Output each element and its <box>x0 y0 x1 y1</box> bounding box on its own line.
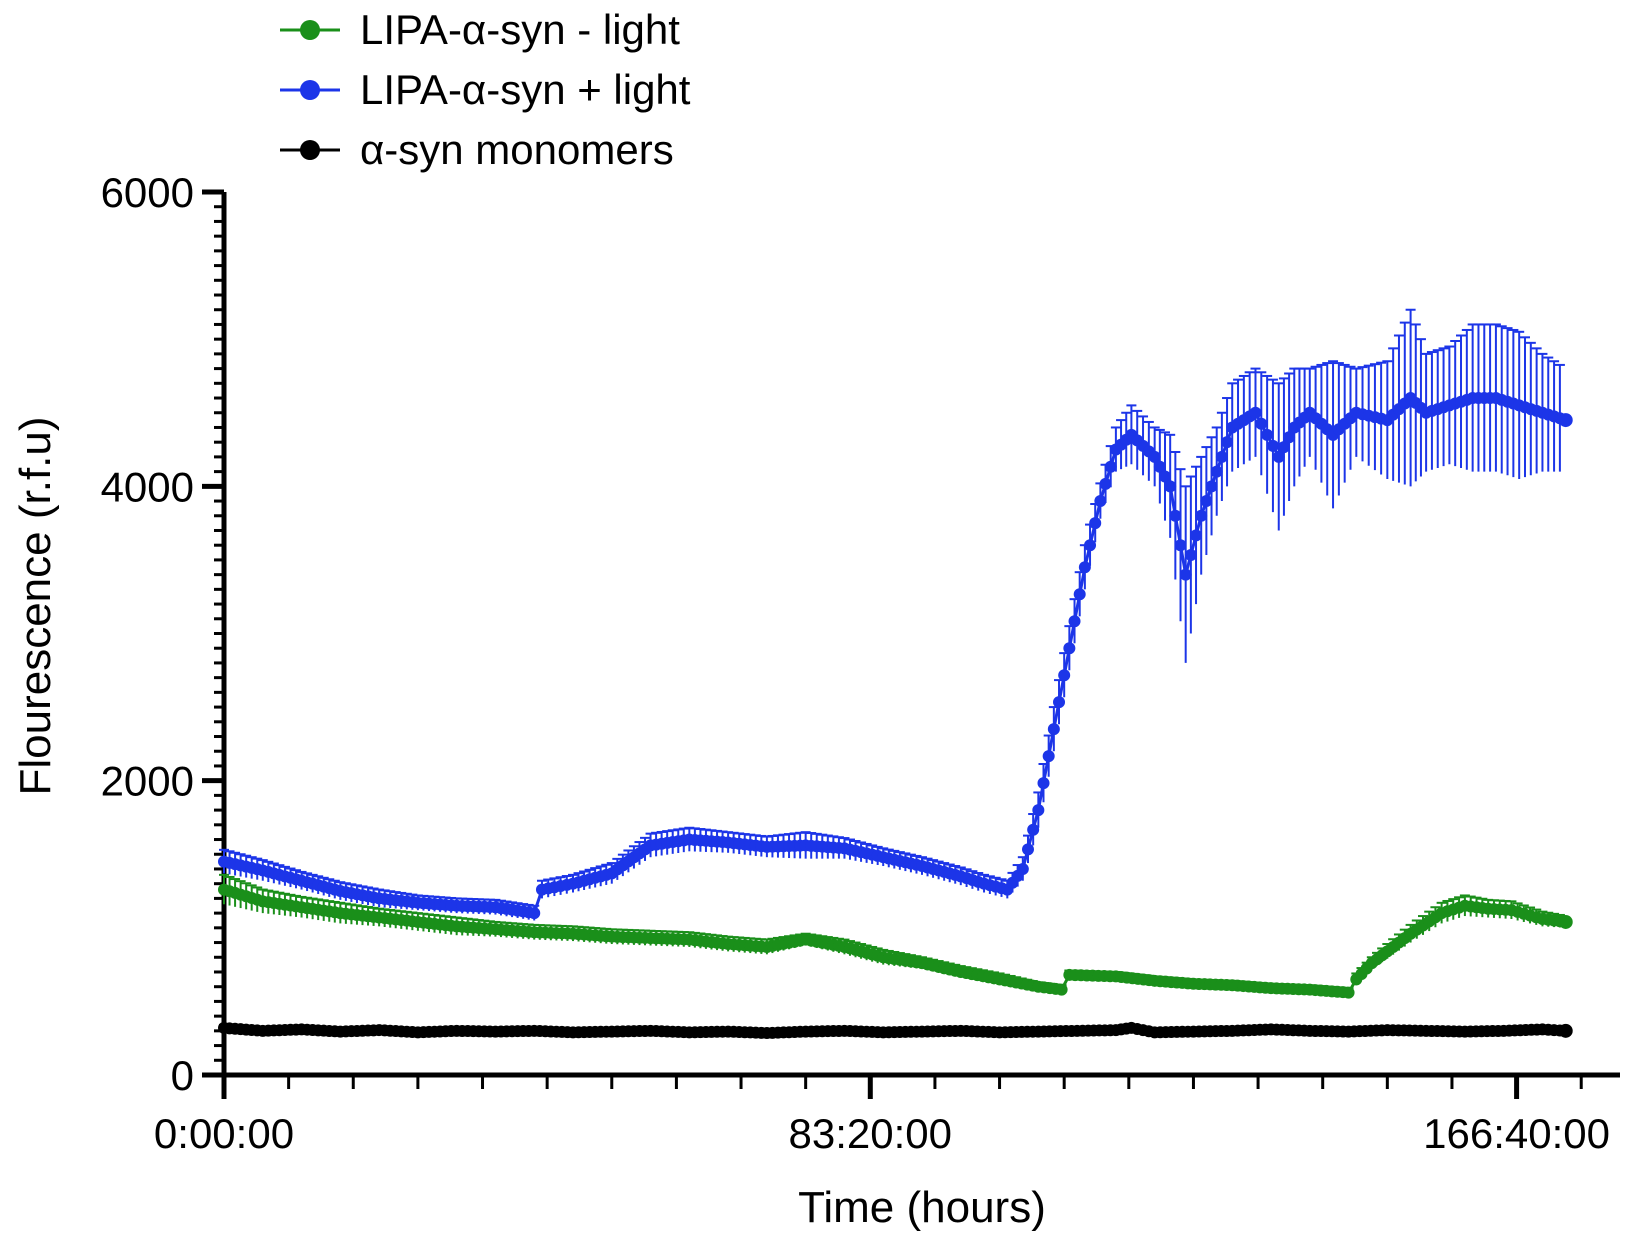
data-point <box>1063 642 1076 655</box>
data-point <box>1058 669 1071 682</box>
legend-item-1: LIPA-α-syn + light <box>280 66 691 113</box>
data-point <box>1174 539 1187 552</box>
data-point <box>1558 1023 1573 1038</box>
data-point <box>1342 986 1355 999</box>
data-point <box>1266 439 1279 452</box>
legend-item-0: LIPA-α-syn - light <box>280 6 680 53</box>
legend-label-2: α-syn monomers <box>360 126 674 173</box>
data-point <box>1037 777 1050 790</box>
legend-marker-2 <box>300 140 320 160</box>
data-point <box>1104 460 1117 473</box>
legend-label-0: LIPA-α-syn - light <box>360 6 680 53</box>
legend-marker-1 <box>300 80 320 100</box>
data-point <box>1094 495 1107 508</box>
y-tick-label: 4000 <box>101 463 194 510</box>
data-point <box>1032 804 1045 817</box>
y-tick-label: 6000 <box>101 169 194 216</box>
data-point <box>1179 568 1192 581</box>
data-point <box>1195 509 1208 522</box>
data-point <box>1073 588 1086 601</box>
data-point <box>1277 441 1290 454</box>
data-point <box>1084 539 1097 552</box>
series-1 <box>218 308 1573 921</box>
data-point <box>1261 428 1274 441</box>
x-tick-label: 83:20:00 <box>789 1110 953 1157</box>
data-point <box>1169 509 1182 522</box>
data-point <box>1153 460 1166 473</box>
data-point <box>1558 914 1573 929</box>
legend-marker-0 <box>300 20 320 40</box>
series-0 <box>218 873 1573 999</box>
legend-item-2: α-syn monomers <box>280 126 674 173</box>
data-point <box>1055 983 1068 996</box>
data-point <box>1164 480 1177 493</box>
data-point <box>528 907 541 920</box>
data-point <box>1215 450 1228 463</box>
data-point <box>1148 450 1161 463</box>
series-line <box>223 395 1567 915</box>
data-point <box>1027 823 1040 836</box>
legend: LIPA-α-syn - light LIPA-α-syn + light α-… <box>280 6 691 173</box>
data-point <box>1200 495 1213 508</box>
data-point <box>1068 615 1081 628</box>
data-point <box>1099 477 1112 490</box>
data-point <box>1047 723 1060 736</box>
data-point <box>1042 750 1055 763</box>
data-point <box>1221 436 1234 449</box>
data-point <box>1184 549 1197 562</box>
plot-area <box>218 308 1573 1040</box>
data-point <box>1249 406 1262 419</box>
data-point <box>1078 561 1091 574</box>
data-point <box>1255 417 1268 430</box>
data-point <box>1159 470 1172 483</box>
y-tick-label: 2000 <box>101 758 194 805</box>
data-point <box>1190 529 1203 542</box>
series-2 <box>218 1021 1573 1040</box>
axes: 0 2000 4000 6000 0:00:00 83:20:00 166:40:00 <box>101 169 1620 1157</box>
data-point <box>1272 450 1285 463</box>
x-axis-title: Time (hours) <box>798 1183 1046 1232</box>
data-point <box>1089 517 1102 530</box>
legend-label-1: LIPA-α-syn + light <box>360 66 691 113</box>
data-point <box>1283 431 1296 444</box>
x-tick-label: 0:00:00 <box>154 1110 294 1157</box>
y-axis-title: Flourescence (r.f.u) <box>11 416 60 795</box>
data-point <box>1558 413 1573 428</box>
y-tick-label: 0 <box>171 1052 194 1099</box>
data-point <box>1021 843 1034 856</box>
data-point <box>1016 862 1029 875</box>
data-point <box>1205 480 1218 493</box>
data-point <box>1210 465 1223 478</box>
data-point <box>1053 696 1066 709</box>
x-tick-label: 166:40:00 <box>1423 1110 1610 1157</box>
